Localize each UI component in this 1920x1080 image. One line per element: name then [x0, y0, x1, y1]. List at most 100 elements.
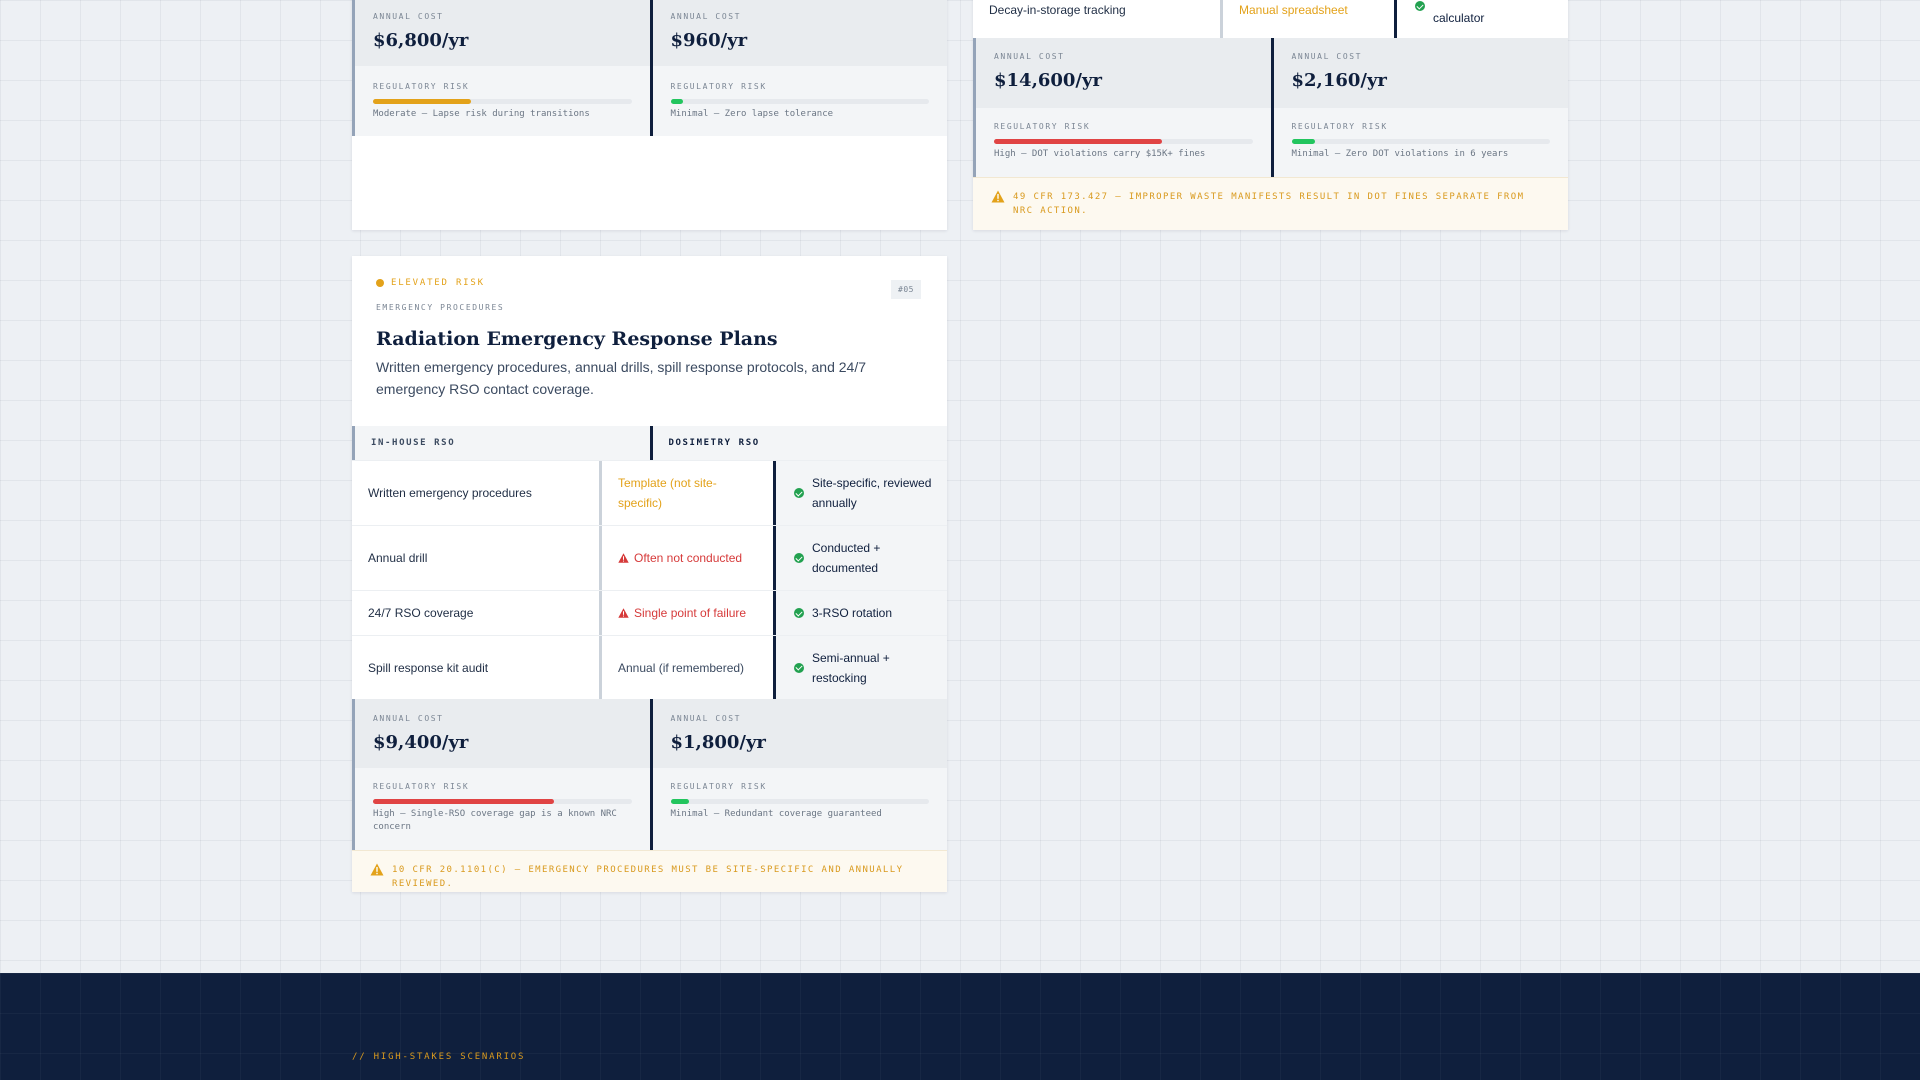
- feature-cell: Spill response kit audit: [368, 660, 489, 675]
- column-header-dosimetry: DOSIMETRY RSO: [649, 426, 948, 460]
- dosimetry-cell: 3-RSO rotation: [773, 591, 947, 635]
- check-circle-icon: [794, 553, 804, 563]
- card-title: Radiation Emergency Response Plans: [376, 328, 778, 350]
- annual-cost-row: ANNUAL COST $14,600/yr ANNUAL COST $2,16…: [973, 38, 1568, 108]
- inhouse-cell-text: Single point of failure: [634, 606, 747, 620]
- check-circle-icon: [794, 488, 804, 498]
- inhouse-annual-cost: $6,800/yr: [373, 30, 469, 51]
- dosimetry-cell-text: Conducted + documented: [812, 541, 881, 575]
- inhouse-cost-cell: ANNUAL COST $14,600/yr: [973, 38, 1271, 108]
- regulatory-risk-row: REGULATORY RISK High — DOT violations ca…: [973, 108, 1568, 177]
- warning-icon: [618, 608, 629, 618]
- regulatory-risk-row: REGULATORY RISK Moderate — Lapse risk du…: [352, 66, 947, 136]
- table-row: Spill response kit audit Annual (if reme…: [352, 635, 947, 699]
- inhouse-cell-text: Often not conducted: [634, 551, 743, 565]
- comparison-card-emergency-procedures: ELEVATED RISK EMERGENCY PROCEDURES #05 R…: [352, 256, 947, 892]
- warning-icon: [370, 863, 384, 876]
- feature-cell: Annual drill: [368, 551, 428, 565]
- inhouse-cell: Manual spreadsheet: [1220, 0, 1394, 38]
- table-row: Decay-in-storage tracking Manual spreads…: [973, 0, 1568, 38]
- warning-text: 49 CFR 173.427 — Improper waste manifest…: [1013, 192, 1525, 216]
- inhouse-annual-cost: $9,400/yr: [373, 732, 469, 753]
- risk-description: Minimal — Zero DOT violations in 6 years: [1291, 149, 1509, 159]
- column-header-inhouse: IN-HOUSE RSO: [352, 426, 650, 460]
- risk-meter: [373, 799, 632, 804]
- risk-description: High — Single-RSO coverage gap is a know…: [373, 809, 617, 832]
- card-header: ELEVATED RISK EMERGENCY PROCEDURES #05 R…: [352, 256, 947, 426]
- dosimetry-cell-text: Site-specific, reviewed annually: [812, 476, 932, 510]
- dosimetry-annual-cost: $2,160/yr: [1291, 70, 1387, 91]
- regulation-warning: 10 CFR 20.1101(c) — Emergency procedures…: [352, 850, 947, 892]
- warning-icon: [991, 190, 1005, 203]
- feature-cell: Decay-in-storage tracking: [989, 3, 1126, 17]
- regulatory-risk-label: REGULATORY RISK: [373, 82, 470, 91]
- feature-cell: Written emergency procedures: [368, 486, 532, 500]
- dark-section-band: // HIGH-STAKES SCENARIOS: [0, 973, 1920, 1080]
- regulatory-risk-label: REGULATORY RISK: [670, 82, 767, 91]
- risk-meter-fill: [994, 139, 1163, 144]
- table-row: Written emergency procedures Template (n…: [352, 460, 947, 525]
- risk-meter-fill: [373, 99, 472, 104]
- dosimetry-annual-cost: $960/yr: [670, 30, 748, 51]
- check-circle-icon: [794, 662, 804, 673]
- annual-cost-label: ANNUAL COST: [373, 714, 444, 723]
- table-header: IN-HOUSE RSO DOSIMETRY RSO: [352, 426, 947, 460]
- regulatory-risk-label: REGULATORY RISK: [994, 122, 1091, 131]
- warning-text: 10 CFR 20.1101(c) — Emergency procedures…: [392, 865, 904, 889]
- dosimetry-cost-cell: ANNUAL COST $1,800/yr: [649, 699, 948, 768]
- risk-meter: [670, 799, 929, 804]
- dosimetry-cell: Site-specific, reviewed annually: [773, 461, 947, 525]
- dosimetry-cost-cell: ANNUAL COST $2,160/yr: [1270, 38, 1569, 108]
- warning-icon: [618, 553, 629, 563]
- table-row: 24/7 RSO coverage Single point of failur…: [352, 590, 947, 635]
- comparison-card-top-left: ANNUAL COST $6,800/yr ANNUAL COST $960/y…: [352, 0, 947, 230]
- category-label: EMERGENCY PROCEDURES: [376, 303, 505, 312]
- risk-meter-fill: [670, 799, 689, 804]
- regulatory-risk-label: REGULATORY RISK: [1291, 122, 1388, 131]
- dosimetry-cell: Conducted + documented: [773, 526, 947, 590]
- annual-cost-row: ANNUAL COST $9,400/yr ANNUAL COST $1,800…: [352, 699, 947, 768]
- inhouse-risk-cell: REGULATORY RISK High — DOT violations ca…: [973, 108, 1271, 177]
- dosimetry-cell: calculator: [1394, 0, 1568, 38]
- comparison-table: Written emergency procedures Template (n…: [352, 460, 947, 699]
- annual-cost-row: ANNUAL COST $6,800/yr ANNUAL COST $960/y…: [352, 0, 947, 66]
- inhouse-annual-cost: $14,600/yr: [994, 70, 1102, 91]
- inhouse-cell: Annual (if remembered): [599, 636, 773, 699]
- annual-cost-label: ANNUAL COST: [373, 12, 444, 21]
- dosimetry-risk-cell: REGULATORY RISK Minimal — Redundant cove…: [649, 768, 948, 850]
- risk-description: Moderate — Lapse risk during transitions: [373, 109, 590, 119]
- regulatory-risk-row: REGULATORY RISK High — Single-RSO covera…: [352, 768, 947, 850]
- dosimetry-cell-text: calculator: [1433, 11, 1485, 25]
- annual-cost-label: ANNUAL COST: [670, 12, 742, 21]
- inhouse-risk-cell: REGULATORY RISK Moderate — Lapse risk du…: [352, 66, 650, 136]
- inhouse-cell: Template (not site-specific): [599, 461, 773, 525]
- dosimetry-cell-text: Semi-annual + restocking: [812, 650, 890, 685]
- risk-description: Minimal — Redundant coverage guaranteed: [670, 809, 882, 819]
- risk-badge: ELEVATED RISK: [376, 278, 923, 288]
- risk-meter-fill: [373, 799, 554, 804]
- risk-meter: [994, 139, 1253, 144]
- risk-meter-fill: [670, 99, 684, 104]
- dosimetry-risk-cell: REGULATORY RISK Minimal — Zero lapse tol…: [649, 66, 948, 136]
- comparison-card-top-right: Decay-in-storage tracking Manual spreads…: [973, 0, 1568, 230]
- card-description: Written emergency procedures, annual dri…: [376, 359, 866, 397]
- annual-cost-label: ANNUAL COST: [1291, 52, 1363, 61]
- risk-dot-icon: [376, 279, 384, 287]
- section-label: // HIGH-STAKES SCENARIOS: [352, 1052, 526, 1062]
- check-circle-icon: [1415, 1, 1425, 11]
- inhouse-cost-cell: ANNUAL COST $6,800/yr: [352, 0, 650, 66]
- risk-meter: [670, 99, 929, 104]
- inhouse-cell: Single point of failure: [599, 591, 773, 635]
- table-row: Annual drill Often not conducted Conduct…: [352, 525, 947, 590]
- risk-description: High — DOT violations carry $15K+ fines: [994, 149, 1206, 159]
- dosimetry-cell: Semi-annual + restocking: [773, 636, 947, 699]
- dosimetry-annual-cost: $1,800/yr: [670, 732, 766, 753]
- dosimetry-risk-cell: REGULATORY RISK Minimal — Zero DOT viola…: [1270, 108, 1569, 177]
- annual-cost-label: ANNUAL COST: [994, 52, 1065, 61]
- dosimetry-cell-text: 3-RSO rotation: [812, 606, 893, 620]
- risk-badge-label: ELEVATED RISK: [391, 278, 485, 288]
- inhouse-cost-cell: ANNUAL COST $9,400/yr: [352, 699, 650, 768]
- feature-cell: 24/7 RSO coverage: [368, 606, 474, 620]
- card-number-tag: #05: [891, 280, 921, 299]
- risk-meter-fill: [1291, 139, 1315, 144]
